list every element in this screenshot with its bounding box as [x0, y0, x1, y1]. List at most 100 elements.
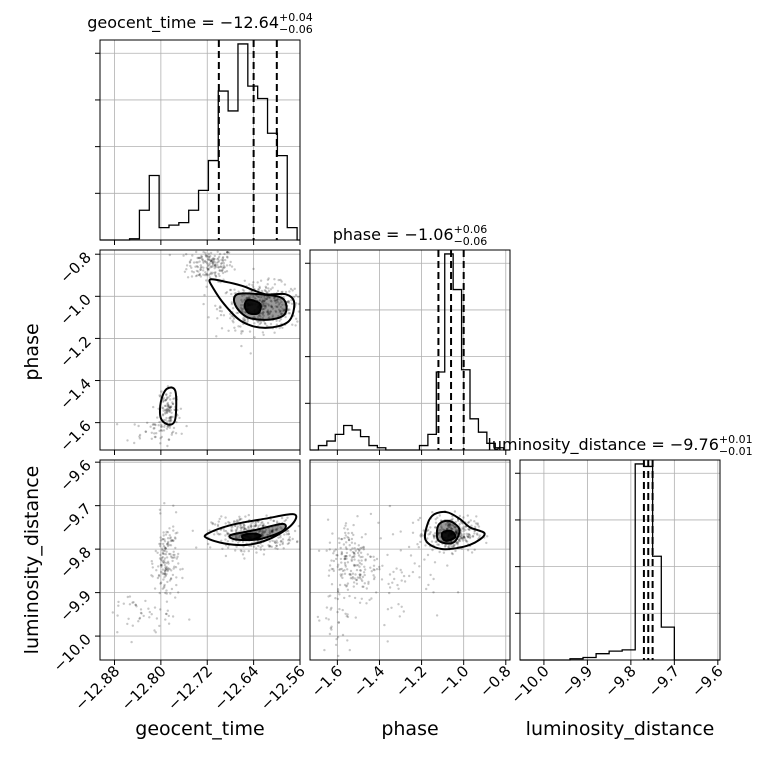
- sample-point: [162, 560, 165, 563]
- sample-point: [217, 257, 220, 260]
- sample-point: [235, 534, 239, 537]
- sample-point: [170, 538, 173, 542]
- sample-point: [242, 307, 245, 311]
- sample-point: [269, 310, 272, 313]
- y-tick-label: −9.6: [56, 456, 94, 494]
- sample-point: [268, 296, 272, 299]
- sample-point: [347, 538, 351, 542]
- sample-point: [279, 278, 282, 282]
- sample-point: [199, 275, 203, 278]
- sample-point: [216, 250, 219, 253]
- sample-point: [199, 268, 202, 271]
- sample-point: [267, 277, 270, 280]
- sample-point: [126, 622, 129, 626]
- sample-point: [169, 398, 172, 401]
- sample-point: [466, 536, 470, 539]
- sample-point: [233, 326, 236, 329]
- sample-point: [164, 547, 167, 550]
- sample-point: [242, 526, 246, 529]
- sample-point: [169, 539, 173, 543]
- sample-point: [209, 266, 212, 269]
- sample-point: [276, 299, 279, 302]
- sample-point: [269, 531, 272, 534]
- sample-point: [267, 310, 270, 313]
- sample-point: [329, 626, 332, 630]
- sample-point: [353, 596, 357, 600]
- sample-point: [205, 285, 208, 288]
- sample-point: [388, 591, 391, 595]
- sample-point: [455, 542, 458, 545]
- sample-point: [155, 432, 158, 435]
- sample-point: [166, 425, 170, 428]
- sample-point: [205, 255, 208, 258]
- sample-point: [159, 536, 162, 539]
- x-tick-label: −1.2: [392, 662, 430, 700]
- sample-point: [336, 565, 339, 568]
- x-tick-label: −12.72: [164, 662, 216, 714]
- sample-point: [194, 265, 197, 268]
- sample-point: [261, 302, 264, 305]
- sample-point: [169, 552, 172, 556]
- sample-point: [438, 528, 441, 532]
- sample-point: [269, 288, 273, 291]
- sample-point: [171, 402, 175, 406]
- sample-point: [372, 564, 376, 567]
- scatter-panel-luminosity_distance-vs-phase: [309, 459, 511, 661]
- sample-point: [204, 254, 208, 257]
- sample-point: [157, 565, 160, 568]
- sample-point: [198, 273, 201, 277]
- sample-point: [399, 549, 402, 552]
- sample-point: [432, 591, 435, 594]
- sample-point: [249, 352, 252, 355]
- sample-point: [459, 534, 462, 537]
- sample-point: [433, 532, 437, 535]
- sample-point: [169, 417, 173, 420]
- sample-point: [337, 621, 340, 624]
- sample-point: [177, 591, 180, 594]
- sample-point: [150, 437, 153, 440]
- sample-point: [446, 564, 449, 567]
- sample-point: [288, 301, 291, 304]
- sample-point: [182, 254, 185, 257]
- sample-point: [452, 524, 455, 527]
- sample-point: [295, 317, 298, 320]
- sample-point: [240, 298, 243, 302]
- sample-point: [163, 576, 166, 579]
- sample-point: [237, 520, 240, 523]
- sample-point: [156, 551, 159, 554]
- sample-point: [172, 550, 175, 553]
- sample-point: [448, 526, 451, 529]
- sample-point: [275, 539, 278, 542]
- sample-point: [350, 558, 353, 561]
- sample-point: [144, 599, 147, 603]
- sample-point: [240, 330, 243, 333]
- y-tick-label: −1.0: [56, 290, 94, 328]
- sample-point: [164, 546, 167, 550]
- sample-point: [265, 324, 269, 328]
- sample-point: [163, 540, 167, 543]
- sample-point: [286, 516, 289, 519]
- sample-point: [248, 295, 251, 298]
- sample-point: [390, 606, 393, 609]
- sample-point: [221, 269, 224, 272]
- sample-point: [392, 570, 395, 574]
- sample-point: [447, 523, 450, 526]
- sample-point: [165, 600, 169, 603]
- sample-point: [454, 530, 457, 533]
- sample-point: [241, 288, 245, 291]
- sample-point: [358, 573, 362, 576]
- sample-point: [443, 545, 447, 548]
- sample-point: [351, 575, 354, 579]
- svg-text:luminosity_distance = −9.76+0.: luminosity_distance = −9.76+0.01: [487, 433, 752, 455]
- sample-point: [280, 312, 283, 315]
- sample-point: [229, 317, 232, 320]
- sample-point: [166, 425, 169, 428]
- sample-point: [445, 531, 448, 535]
- sample-point: [172, 426, 176, 430]
- sample-point: [231, 307, 235, 310]
- sample-point: [347, 538, 351, 542]
- sample-point: [243, 524, 246, 527]
- sample-point: [259, 548, 262, 551]
- sample-point: [153, 432, 156, 435]
- sample-point: [355, 582, 359, 585]
